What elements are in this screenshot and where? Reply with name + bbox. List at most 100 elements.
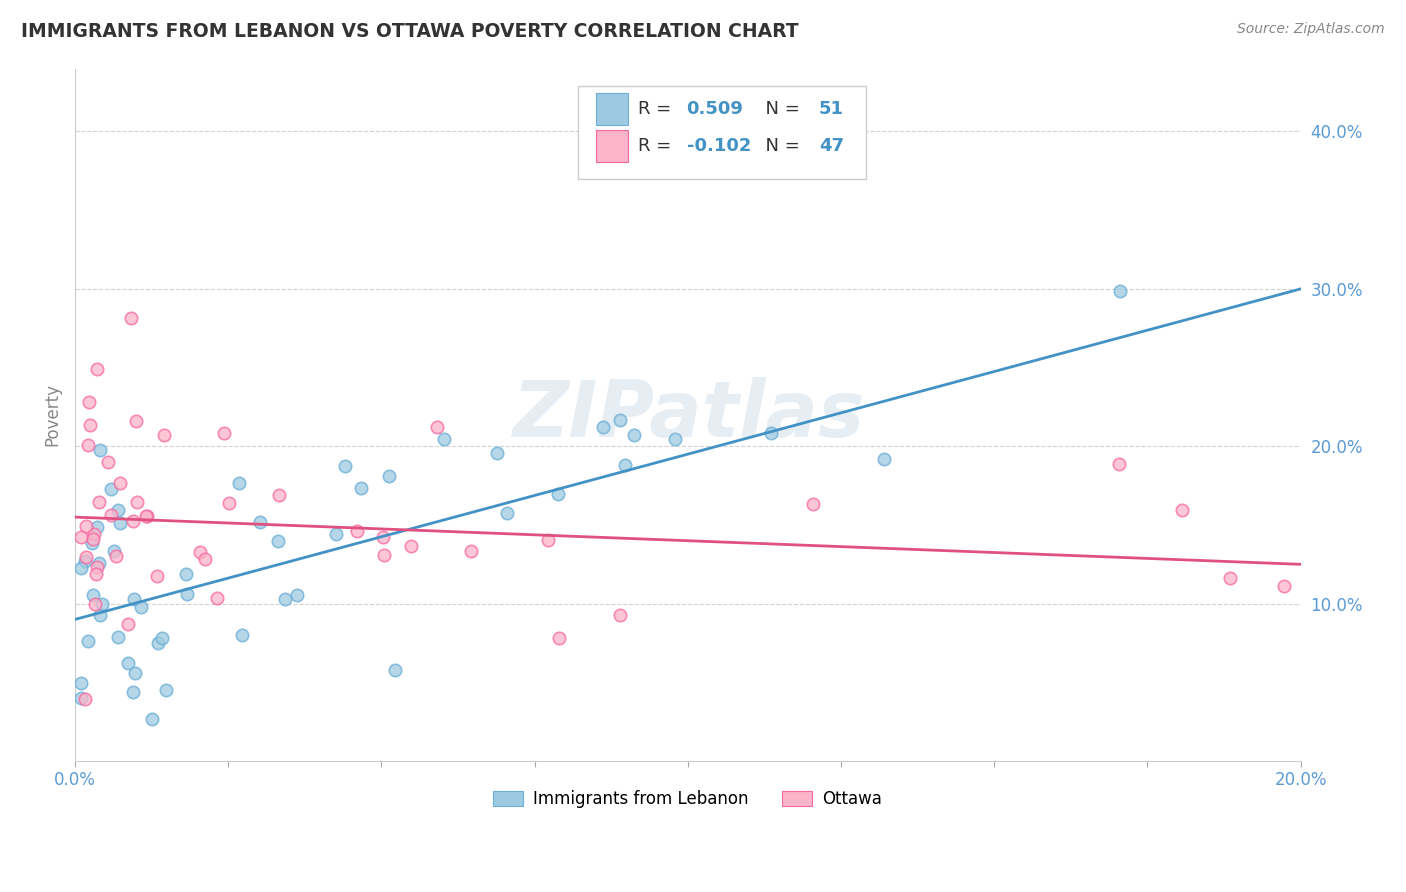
Point xyxy=(333,458,356,473)
Point xyxy=(146,636,169,650)
Point xyxy=(664,433,686,447)
Point xyxy=(120,310,142,325)
Point xyxy=(1219,571,1241,585)
Text: N =: N = xyxy=(754,136,806,154)
Point xyxy=(117,656,139,670)
FancyBboxPatch shape xyxy=(596,130,627,161)
Point xyxy=(146,569,169,583)
FancyBboxPatch shape xyxy=(596,94,627,125)
Point xyxy=(176,587,198,601)
Point xyxy=(547,487,569,501)
Point xyxy=(75,549,97,564)
Legend: Immigrants from Lebanon, Ottawa: Immigrants from Lebanon, Ottawa xyxy=(486,784,889,815)
Point xyxy=(83,597,105,611)
Text: Source: ZipAtlas.com: Source: ZipAtlas.com xyxy=(1237,22,1385,37)
Point xyxy=(125,414,148,428)
Point xyxy=(548,631,571,645)
Point xyxy=(82,588,104,602)
Point xyxy=(384,664,406,678)
Point xyxy=(125,495,148,509)
Point xyxy=(433,432,456,446)
Point xyxy=(325,527,347,541)
Text: -0.102: -0.102 xyxy=(686,136,751,154)
Point xyxy=(285,588,308,602)
Point xyxy=(153,428,176,442)
FancyBboxPatch shape xyxy=(578,86,866,179)
Point xyxy=(761,425,783,440)
Point xyxy=(124,665,146,680)
Point xyxy=(592,420,614,434)
Point xyxy=(218,496,240,510)
Text: N =: N = xyxy=(754,101,806,119)
Point xyxy=(86,520,108,534)
Point xyxy=(135,509,157,524)
Point xyxy=(267,487,290,501)
Point xyxy=(89,495,111,509)
Point xyxy=(266,533,288,548)
Point xyxy=(108,516,131,531)
Point xyxy=(425,419,447,434)
Point xyxy=(89,443,111,458)
Point xyxy=(73,691,96,706)
Point xyxy=(105,549,128,563)
Point xyxy=(103,544,125,558)
Point xyxy=(89,607,111,622)
Point xyxy=(76,438,98,452)
Point xyxy=(122,514,145,528)
Point xyxy=(176,567,198,582)
Point xyxy=(1272,579,1295,593)
Point xyxy=(399,539,422,553)
Point xyxy=(70,529,93,543)
Point xyxy=(1108,285,1130,299)
Point xyxy=(349,481,371,495)
Point xyxy=(231,628,253,642)
Point xyxy=(83,526,105,541)
Point xyxy=(373,530,395,544)
Y-axis label: Poverty: Poverty xyxy=(44,384,60,446)
Point xyxy=(212,425,235,440)
Text: R =: R = xyxy=(637,101,676,119)
Text: 51: 51 xyxy=(818,101,844,119)
Point xyxy=(373,548,395,562)
Point xyxy=(537,533,560,547)
Point xyxy=(346,524,368,538)
Point xyxy=(75,519,97,533)
Point xyxy=(249,516,271,530)
Point xyxy=(228,476,250,491)
Point xyxy=(121,685,143,699)
Point xyxy=(194,552,217,566)
Point xyxy=(129,600,152,615)
Point xyxy=(117,616,139,631)
Point xyxy=(86,560,108,574)
Text: IMMIGRANTS FROM LEBANON VS OTTAWA POVERTY CORRELATION CHART: IMMIGRANTS FROM LEBANON VS OTTAWA POVERT… xyxy=(21,22,799,41)
Point xyxy=(155,682,177,697)
Point xyxy=(97,454,120,468)
Text: R =: R = xyxy=(637,136,676,154)
Point xyxy=(80,536,103,550)
Point xyxy=(87,556,110,570)
Point xyxy=(90,597,112,611)
Point xyxy=(190,545,212,559)
Point xyxy=(86,362,108,376)
Point xyxy=(108,476,131,491)
Point xyxy=(73,554,96,568)
Point xyxy=(485,445,508,459)
Point xyxy=(70,676,93,690)
Point xyxy=(122,592,145,607)
Point xyxy=(70,561,93,575)
Point xyxy=(377,469,399,483)
Point xyxy=(79,417,101,432)
Point xyxy=(1108,457,1130,471)
Point xyxy=(70,690,93,705)
Point xyxy=(460,544,482,558)
Point xyxy=(76,634,98,648)
Text: 47: 47 xyxy=(818,136,844,154)
Point xyxy=(107,503,129,517)
Point xyxy=(84,566,107,581)
Point xyxy=(274,591,297,606)
Point xyxy=(873,451,896,466)
Point xyxy=(1170,503,1192,517)
Point xyxy=(135,508,157,523)
Point xyxy=(82,533,104,547)
Point xyxy=(609,413,631,427)
